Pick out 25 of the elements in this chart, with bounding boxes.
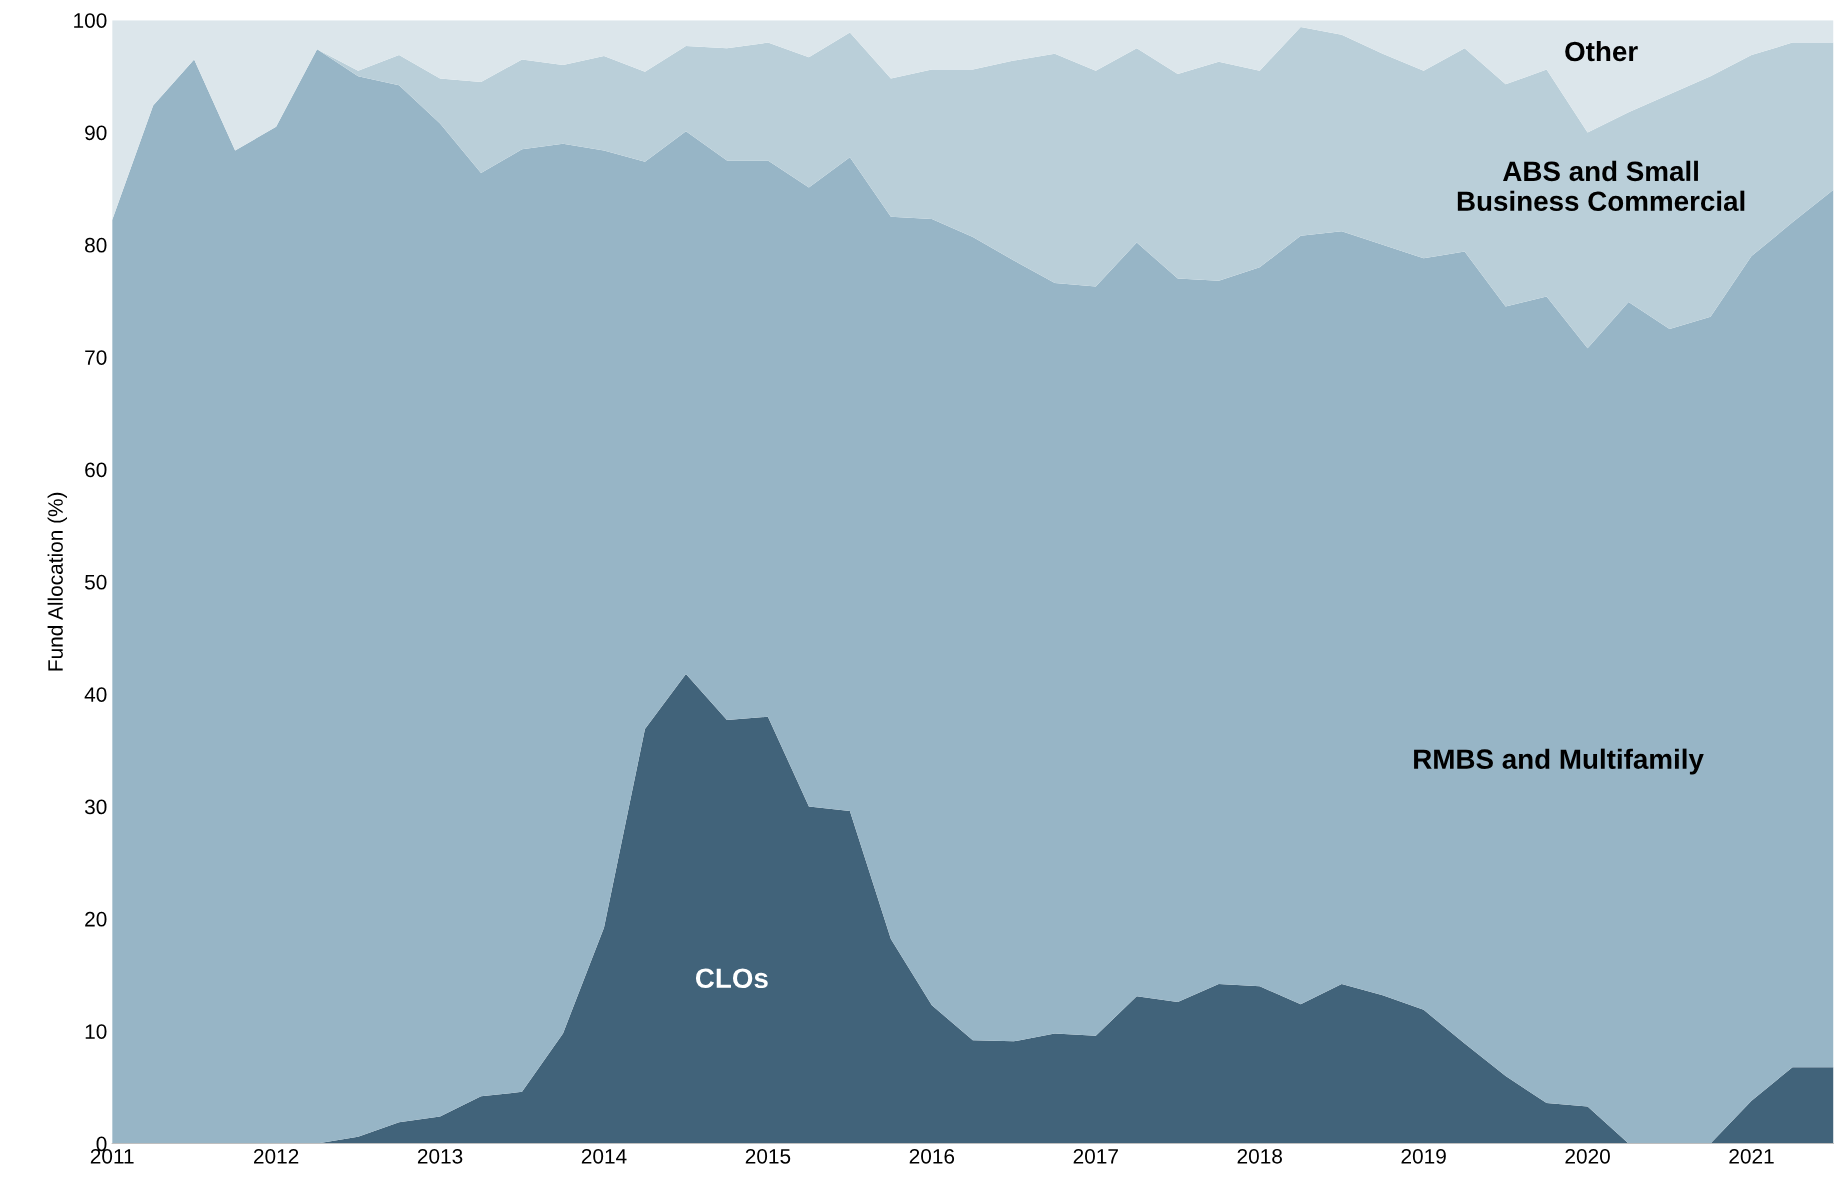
- series-label: CLOs: [695, 968, 768, 989]
- y-tick-label: 100: [74, 13, 107, 28]
- x-tick-label: 2016: [909, 1148, 955, 1164]
- x-tick-label: 2013: [417, 1148, 463, 1164]
- y-tick-label: 20: [85, 911, 107, 927]
- x-tick-label: 2014: [581, 1148, 627, 1164]
- x-tick-label: 2021: [1729, 1148, 1774, 1164]
- y-tick-label: 60: [85, 462, 107, 478]
- y-tick-label: 30: [84, 799, 107, 815]
- x-tick-label: 2019: [1401, 1148, 1446, 1164]
- series-label: Other: [1565, 40, 1638, 62]
- y-tick-label: 70: [85, 350, 107, 365]
- x-tick-label: 2017: [1073, 1148, 1118, 1164]
- y-tick-label: 80: [85, 237, 107, 253]
- y-axis-title: Fund Allocation (%): [47, 492, 67, 671]
- x-tick-label: 2015: [745, 1148, 791, 1164]
- x-tick-label: 2020: [1565, 1148, 1610, 1164]
- x-tick-label: 2012: [253, 1148, 299, 1164]
- series-label: RMBS and Multifamily: [1414, 748, 1704, 775]
- y-tick-label: 50: [84, 574, 107, 590]
- x-tick-label: 2018: [1237, 1148, 1282, 1164]
- y-tick-label: 10: [85, 1024, 107, 1039]
- y-tick-label: 40: [84, 687, 107, 702]
- series-label: ABS and Small Business Commercial: [1457, 160, 1745, 212]
- y-tick-label: 90: [85, 125, 107, 141]
